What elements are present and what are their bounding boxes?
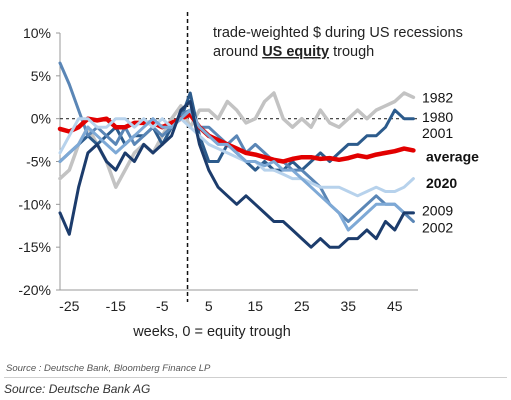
y-tick-label: 5% <box>31 68 51 84</box>
series-label-1980: 1980 <box>422 109 453 125</box>
y-tick-label: -20% <box>18 282 51 298</box>
chart-title-prefix: around <box>213 44 262 60</box>
series-label-2020: 2020 <box>426 175 457 191</box>
chart-series <box>57 61 416 249</box>
y-tick-label: 0% <box>31 111 51 127</box>
x-tick-label: 35 <box>340 298 356 314</box>
x-tick-label: -15 <box>106 298 126 314</box>
series-label-2002: 2002 <box>422 219 453 235</box>
x-axis-label: weeks, 0 = equity trough <box>132 324 291 340</box>
x-tick-label: -5 <box>156 298 169 314</box>
series-label-average: average <box>426 148 479 164</box>
y-tick-label: -10% <box>18 196 51 212</box>
x-tick-label: 45 <box>387 298 403 314</box>
series-line-2009 <box>58 108 415 232</box>
chart-tick-labels: 10% 5% 0% -5% -10% -15% -20% -25 -15 -5 5 15 25 35 45 <box>18 25 402 314</box>
y-tick-label: -15% <box>18 239 51 255</box>
y-tick-label: 10% <box>23 25 51 41</box>
series-line-average <box>57 112 416 164</box>
series-label-2001: 2001 <box>422 125 453 141</box>
x-tick-label: 25 <box>294 298 310 314</box>
chart-title-line-1: trade-weighted $ during US recessions <box>213 25 463 41</box>
series-label-1982: 1982 <box>422 89 453 105</box>
x-tick-label: 15 <box>247 298 263 314</box>
series-label-2009: 2009 <box>422 202 453 218</box>
y-tick-label: -5% <box>26 154 51 170</box>
chart-title-suffix: trough <box>329 44 374 60</box>
series-line-2001 <box>58 61 415 223</box>
x-tick-label: 5 <box>205 298 213 314</box>
series-line-2002 <box>58 100 415 249</box>
source-note-chart: Source : Deutsche Bank, Bloomberg Financ… <box>6 363 211 374</box>
line-chart: 10%5%0%-5%-10%-15%-20%-25 -15 -5 5 15 25 35 45 … <box>18 12 479 340</box>
series-line-1982 <box>58 91 416 189</box>
x-tick-label: -25 <box>59 298 79 314</box>
series-line-2020 <box>58 117 415 198</box>
chart-title-line-2: around US equity trough <box>213 44 374 60</box>
source-note-page: Source: Deutsche Bank AG <box>4 382 151 396</box>
chart-title-emphasis: US equity <box>262 44 329 60</box>
divider <box>4 377 507 378</box>
